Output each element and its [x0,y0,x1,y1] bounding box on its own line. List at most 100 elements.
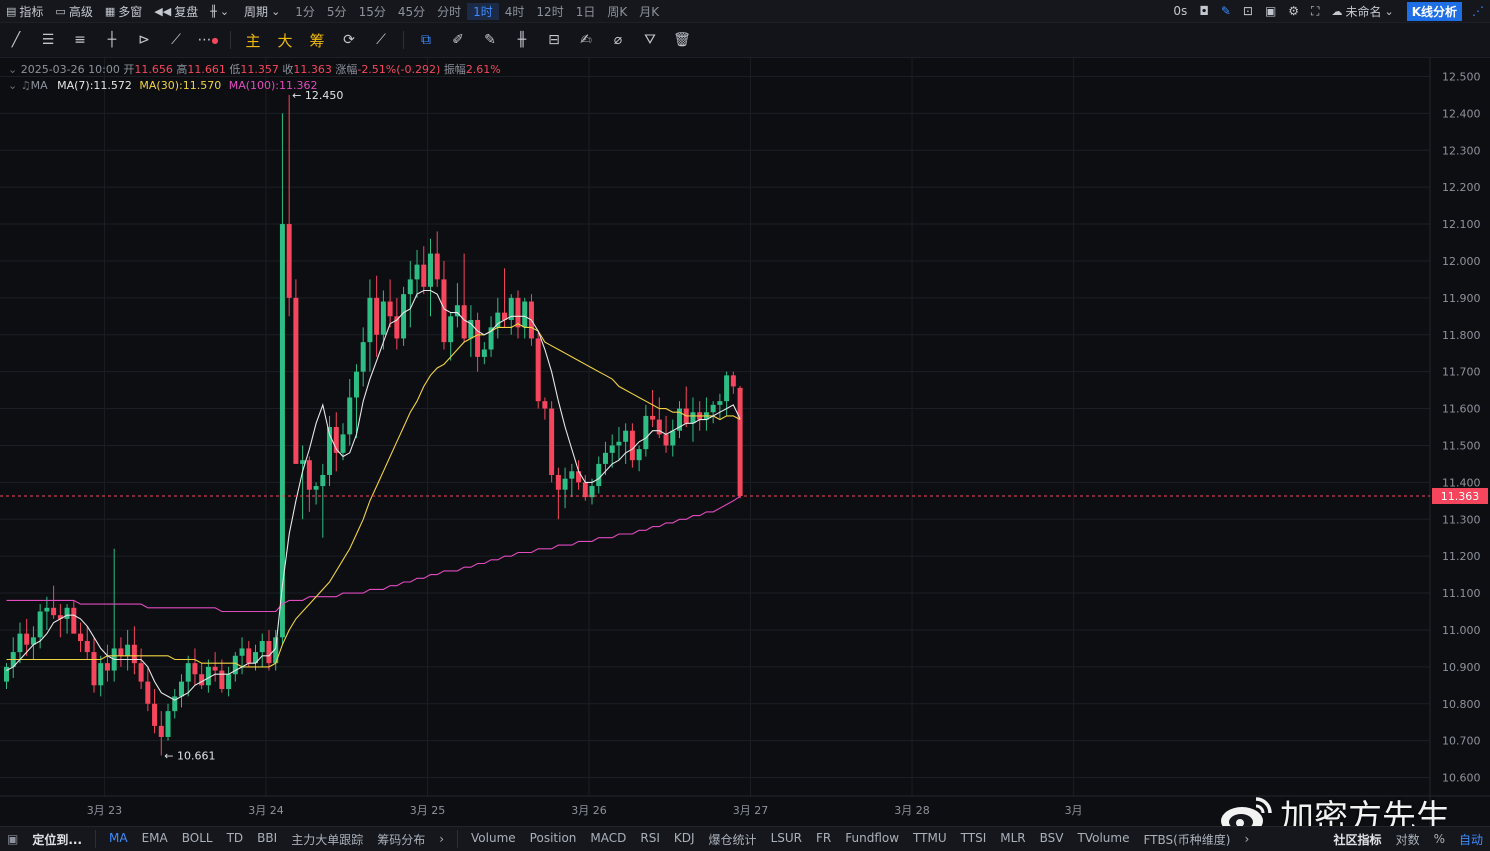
collapse-icon[interactable]: ⌄ [8,63,18,76]
period-tab[interactable]: 1日 [575,4,596,19]
auto-scale-toggle[interactable]: 自动 [1458,832,1483,847]
main-indicator-tab[interactable]: BBI [257,830,278,845]
chevron-right-icon[interactable]: › [1244,832,1250,846]
sub-indicator-tab[interactable]: TTMU [913,830,947,845]
sub-indicator-tab[interactable]: BSV [1039,830,1064,845]
candle-body [44,607,50,612]
period-tab[interactable]: 分时 [437,4,462,19]
parallel-channel-icon[interactable]: ≡ [74,32,86,48]
sub-indicator-tab[interactable]: FR [816,830,832,845]
y-tick-label: 12.400 [1442,107,1481,120]
period-button[interactable]: 周期 ⌄ [238,0,289,22]
camera-icon[interactable]: ◘ [1199,4,1209,18]
candle-body [515,297,521,328]
save-layout-icon[interactable]: ▣ [1264,4,1277,18]
compare-candles-icon[interactable]: ╫ [517,32,527,48]
lock-icon[interactable]: ⊟ [548,32,560,48]
alert-icon[interactable]: ⟳ [343,32,355,48]
brush-icon[interactable]: ✎ [484,32,496,48]
sub-indicator-tab[interactable]: Position [529,830,577,845]
candle-body [730,375,736,387]
advanced-button[interactable]: ▭ 高级 [49,0,98,22]
pitchfork-icon[interactable]: ⊳ [138,32,150,48]
sub-indicator-tab[interactable]: TTSI [960,830,987,845]
horizontal-lines-icon[interactable]: ☰ [41,32,55,48]
period-tab[interactable]: 12时 [536,4,564,19]
layout-name-button[interactable]: ☁ 未命名 ⌄ [1325,0,1402,22]
magnet-icon[interactable]: ⧉ [421,32,431,48]
main-force-button[interactable]: 主 [245,31,261,50]
candle-body [24,633,30,645]
period-tab[interactable]: 1时 [467,2,499,20]
candle-body [37,611,43,638]
sub-indicator-tab[interactable]: 爆仓统计 [708,832,757,847]
main-indicator-tab[interactable]: MA [109,830,128,845]
ruler-icon[interactable]: ✐ [452,32,464,48]
sub-indicator-tab[interactable]: RSI [640,830,660,845]
sub-indicator-tab[interactable]: Fundflow [845,830,900,845]
share-icon[interactable]: ⋰ [1472,4,1484,18]
period-tab[interactable]: 45分 [397,4,426,19]
sub-indicator-tab[interactable]: MACD [590,830,627,845]
measure-icon[interactable]: ⟋ [376,32,386,48]
indicators-button[interactable]: ▤ 指标 [0,0,49,22]
candle-body [57,615,63,619]
ray-icon[interactable]: ⟋ [171,32,181,48]
main-indicator-tab[interactable]: 筹码分布 [377,832,426,847]
more-tools-icon[interactable]: ⋯ ● [197,32,219,48]
candle-body [185,663,191,682]
trend-line-icon[interactable]: ╱ [11,32,21,48]
period-tab[interactable]: 1分 [295,4,315,19]
trash-icon[interactable]: 🗑 [673,32,691,48]
period-tab[interactable]: 4时 [504,4,525,19]
chevron-right-icon[interactable]: › [439,832,445,846]
candles-icon: ╫ [210,4,217,18]
sub-indicator-tab[interactable]: MLR [1000,830,1026,845]
replay-button[interactable]: ◀◀ 复盘 [148,0,204,22]
main-indicator-tab[interactable]: TD [226,830,244,845]
chart-type-button[interactable]: ╫ ⌄ [204,0,238,22]
pencil-icon[interactable]: ✎ [1220,4,1231,18]
sub-indicator-tab[interactable]: LSUR [770,830,802,845]
min-price-label: ← 10.661 [164,749,215,762]
kline-analysis-button[interactable]: K线分析 [1406,1,1462,21]
collapse-icon[interactable]: ⌄ [8,79,18,92]
sub-indicator-tab[interactable]: Volume [471,830,516,845]
period-tab[interactable]: 周K [607,4,628,19]
crop-icon[interactable]: ⊡ [1242,4,1253,18]
fullscreen-icon[interactable]: ⛶ [1311,3,1320,18]
sub-indicator-tab[interactable]: KDJ [673,830,695,845]
main-indicator-tab[interactable]: 主力大单跟踪 [291,832,364,847]
main-indicator-tab[interactable]: EMA [141,830,168,845]
percent-scale-toggle[interactable]: % [1433,832,1445,846]
period-tab[interactable]: 月K [639,4,660,19]
community-indicators-button[interactable]: 社区指标 [1333,832,1382,847]
candle-body [401,294,407,339]
candle-body [427,253,433,287]
y-tick-label: 10.600 [1442,772,1481,785]
cross-line-icon[interactable]: ┼ [107,32,117,48]
main-indicator-tab[interactable]: BOLL [181,830,213,845]
gear-icon[interactable]: ⚙ [1288,4,1300,18]
candle-body [84,641,90,653]
period-tab[interactable]: 15分 [358,4,386,19]
sub-indicator-tab[interactable]: FTBS(币种维度) [1143,832,1231,847]
price-chart[interactable]: 12.500 12.400 12.300 12.200 12.100 12.000 11.9… [0,58,1490,826]
candle-body [333,427,339,453]
log-scale-toggle[interactable]: 对数 [1395,832,1420,847]
sub-indicator-tab[interactable]: TVolume [1077,830,1130,845]
period-tab[interactable]: 5分 [326,4,347,19]
chart-icon: ▤ [6,4,17,18]
notes-icon[interactable]: ✍ [580,32,592,48]
y-tick-label: 10.800 [1442,698,1481,711]
locate-button[interactable]: 定位到... [32,832,83,847]
bell-icon[interactable]: ♫ [20,79,31,92]
filter-icon[interactable]: ⛛ [644,32,656,48]
ma-label: MA [30,79,48,92]
chip-button[interactable]: 筹 [309,31,325,50]
candle-body [596,463,602,487]
multi-window-button[interactable]: ▦ 多窗 [99,0,148,22]
calendar-icon[interactable]: ▣ [7,832,19,846]
eraser-icon[interactable]: ⌀ [613,32,623,48]
big-order-button[interactable]: 大 [277,31,293,50]
